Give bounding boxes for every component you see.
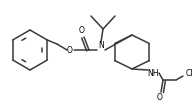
Text: O: O	[157, 94, 163, 103]
Text: O: O	[67, 45, 73, 54]
Text: O: O	[79, 25, 85, 34]
Text: NH: NH	[147, 68, 159, 77]
Text: N: N	[98, 41, 104, 50]
Text: Cl: Cl	[185, 70, 193, 79]
